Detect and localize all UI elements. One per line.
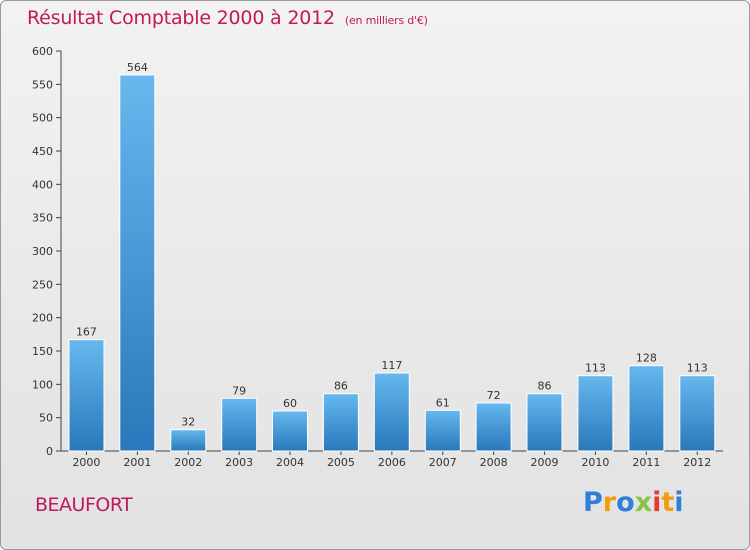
logo-letter: i xyxy=(674,487,684,518)
y-tick-label: 0 xyxy=(46,445,53,458)
y-tick-label: 350 xyxy=(32,212,53,225)
bar-2012 xyxy=(679,375,716,452)
commune-name: BEAUFORT xyxy=(35,494,133,516)
y-tick-label: 600 xyxy=(32,45,53,58)
y-tick-label: 150 xyxy=(32,345,53,358)
data-label-2000: 167 xyxy=(76,326,97,339)
data-label-2003: 79 xyxy=(232,384,246,397)
bar-2002 xyxy=(170,429,207,452)
data-label-2008: 72 xyxy=(487,389,501,402)
chart-subtitle: (en milliers d'€) xyxy=(344,14,428,27)
logo-letter: r xyxy=(602,487,617,518)
x-tick-label: 2005 xyxy=(327,456,355,469)
y-tick-label: 400 xyxy=(32,178,53,191)
bar-2006 xyxy=(373,372,410,452)
bar-2003 xyxy=(221,397,258,452)
chart-title: Résultat Comptable 2000 à 2012 (en millie… xyxy=(27,7,428,29)
bar-2007 xyxy=(424,409,461,452)
y-tick-label: 200 xyxy=(32,312,53,325)
x-tick-label: 2006 xyxy=(378,456,406,469)
x-tick-label: 2007 xyxy=(429,456,457,469)
y-tick-label: 550 xyxy=(32,78,53,91)
data-label-2001: 564 xyxy=(127,61,148,74)
data-label-2006: 117 xyxy=(381,359,402,372)
data-label-2011: 128 xyxy=(636,352,657,365)
bar-2001 xyxy=(119,74,156,452)
bar-2008 xyxy=(475,402,512,452)
bar-2009 xyxy=(526,393,563,452)
y-tick-label: 50 xyxy=(39,412,53,425)
bar-2005 xyxy=(322,393,359,452)
x-tick-label: 2010 xyxy=(581,456,609,469)
bar-2000 xyxy=(68,339,105,452)
logo-letter: i xyxy=(652,487,662,518)
logo-letter: t xyxy=(661,487,675,518)
x-tick-label: 2011 xyxy=(632,456,660,469)
data-label-2007: 61 xyxy=(436,396,450,409)
x-tick-label: 2004 xyxy=(276,456,304,469)
x-tick-label: 2003 xyxy=(225,456,253,469)
data-label-2009: 86 xyxy=(538,380,552,393)
y-tick-label: 100 xyxy=(32,378,53,391)
data-label-2005: 86 xyxy=(334,380,348,393)
logo-letter: x xyxy=(634,487,653,518)
logo-letter: o xyxy=(616,487,635,518)
proxiti-logo: Proxiti xyxy=(583,487,684,518)
x-tick-label: 2008 xyxy=(480,456,508,469)
data-label-2012: 113 xyxy=(687,362,708,375)
y-tick-label: 300 xyxy=(32,245,53,258)
data-label-2004: 60 xyxy=(283,397,297,410)
y-tick-label: 250 xyxy=(32,278,53,291)
x-tick-label: 2002 xyxy=(174,456,202,469)
x-tick-label: 2000 xyxy=(72,456,100,469)
x-tick-label: 2012 xyxy=(683,456,711,469)
bar-2004 xyxy=(272,410,308,452)
bar-2010 xyxy=(577,375,614,452)
logo-letter: P xyxy=(583,487,603,518)
y-tick-label: 450 xyxy=(32,145,53,158)
y-tick-label: 500 xyxy=(32,112,53,125)
x-tick-label: 2001 xyxy=(123,456,151,469)
chart-title-text: Résultat Comptable 2000 à 2012 xyxy=(27,7,335,29)
data-label-2010: 113 xyxy=(585,362,606,375)
bar-2011 xyxy=(628,365,665,452)
x-tick-label: 2009 xyxy=(531,456,559,469)
data-label-2002: 32 xyxy=(181,416,195,429)
